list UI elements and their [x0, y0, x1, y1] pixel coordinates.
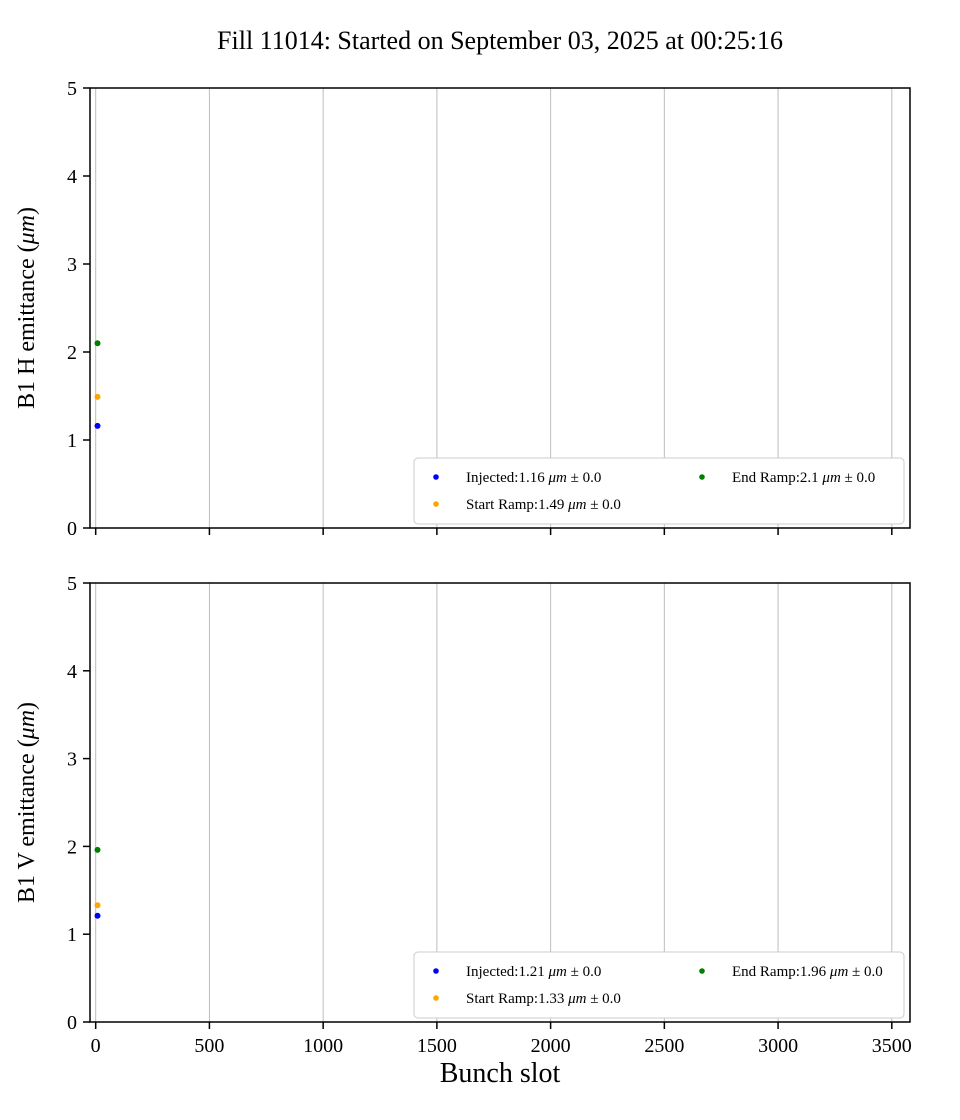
legend-marker-start-ramp [433, 501, 439, 507]
figure-title: Fill 11014: Started on September 03, 202… [217, 26, 783, 55]
x-tick-label: 3500 [872, 1035, 912, 1057]
y-tick-label: 2 [67, 342, 77, 364]
legend-box [413, 457, 905, 525]
point-start-ramp [94, 902, 101, 909]
legend-label-start-ramp: Start Ramp:1.49 μm ± 0.0 [466, 497, 621, 513]
legend-marker-injected [433, 474, 439, 480]
subplot-2: 0 1 2 3 4 5 0 500 1000 1500 2000 2500 3000 3500 B1 V e… [14, 573, 912, 1057]
point-end-ramp [94, 340, 101, 347]
y-tick-label: 3 [67, 749, 77, 771]
x-tick-label: 2500 [644, 1035, 684, 1057]
x-tick-label: 1000 [303, 1035, 343, 1057]
legend-marker-end-ramp [699, 968, 705, 974]
y-tick-label: 4 [67, 661, 77, 683]
legend-label-end-ramp: End Ramp:2.1 μm ± 0.0 [732, 470, 875, 486]
x-tick-label: 0 [91, 1035, 101, 1057]
legend-marker-start-ramp [433, 995, 439, 1001]
legend-label-injected: Injected:1.21 μm ± 0.0 [466, 964, 601, 980]
legend-label-end-ramp: End Ramp:1.96 μm ± 0.0 [732, 964, 883, 980]
point-injected [94, 912, 101, 919]
y-axis-label: B1 V emittance (μm) [14, 702, 40, 903]
plot-border [89, 87, 911, 529]
legend-marker-injected [433, 968, 439, 974]
x-axis-label: Bunch slot [439, 1058, 561, 1089]
y-tick-label: 1 [67, 924, 77, 946]
x-tick-label: 2000 [531, 1035, 571, 1057]
point-injected [94, 422, 101, 429]
point-end-ramp [94, 846, 101, 853]
x-tick-label: 3000 [758, 1035, 798, 1057]
plot-border [89, 582, 911, 1023]
y-tick-label: 0 [67, 518, 77, 540]
y-tick-label: 1 [67, 430, 77, 452]
point-start-ramp [94, 393, 101, 400]
y-tick-label: 4 [67, 166, 77, 188]
x-tick-label: 500 [194, 1035, 224, 1057]
y-axis-label: B1 H emittance (μm) [14, 207, 40, 409]
y-tick-label: 5 [67, 573, 77, 595]
x-tick-label: 1500 [417, 1035, 457, 1057]
legend-marker-end-ramp [699, 474, 705, 480]
y-tick-label: 2 [67, 836, 77, 858]
y-tick-label: 0 [67, 1012, 77, 1034]
y-tick-label: 3 [67, 254, 77, 276]
subplot-1: 0 1 2 3 4 5 B1 H emittance (μm) Injected:1.16 μ… [14, 78, 911, 540]
legend-box [413, 951, 905, 1019]
y-tick-label: 5 [67, 78, 77, 100]
legend-label-injected: Injected:1.16 μm ± 0.0 [466, 470, 601, 486]
legend-label-start-ramp: Start Ramp:1.33 μm ± 0.0 [466, 991, 621, 1007]
